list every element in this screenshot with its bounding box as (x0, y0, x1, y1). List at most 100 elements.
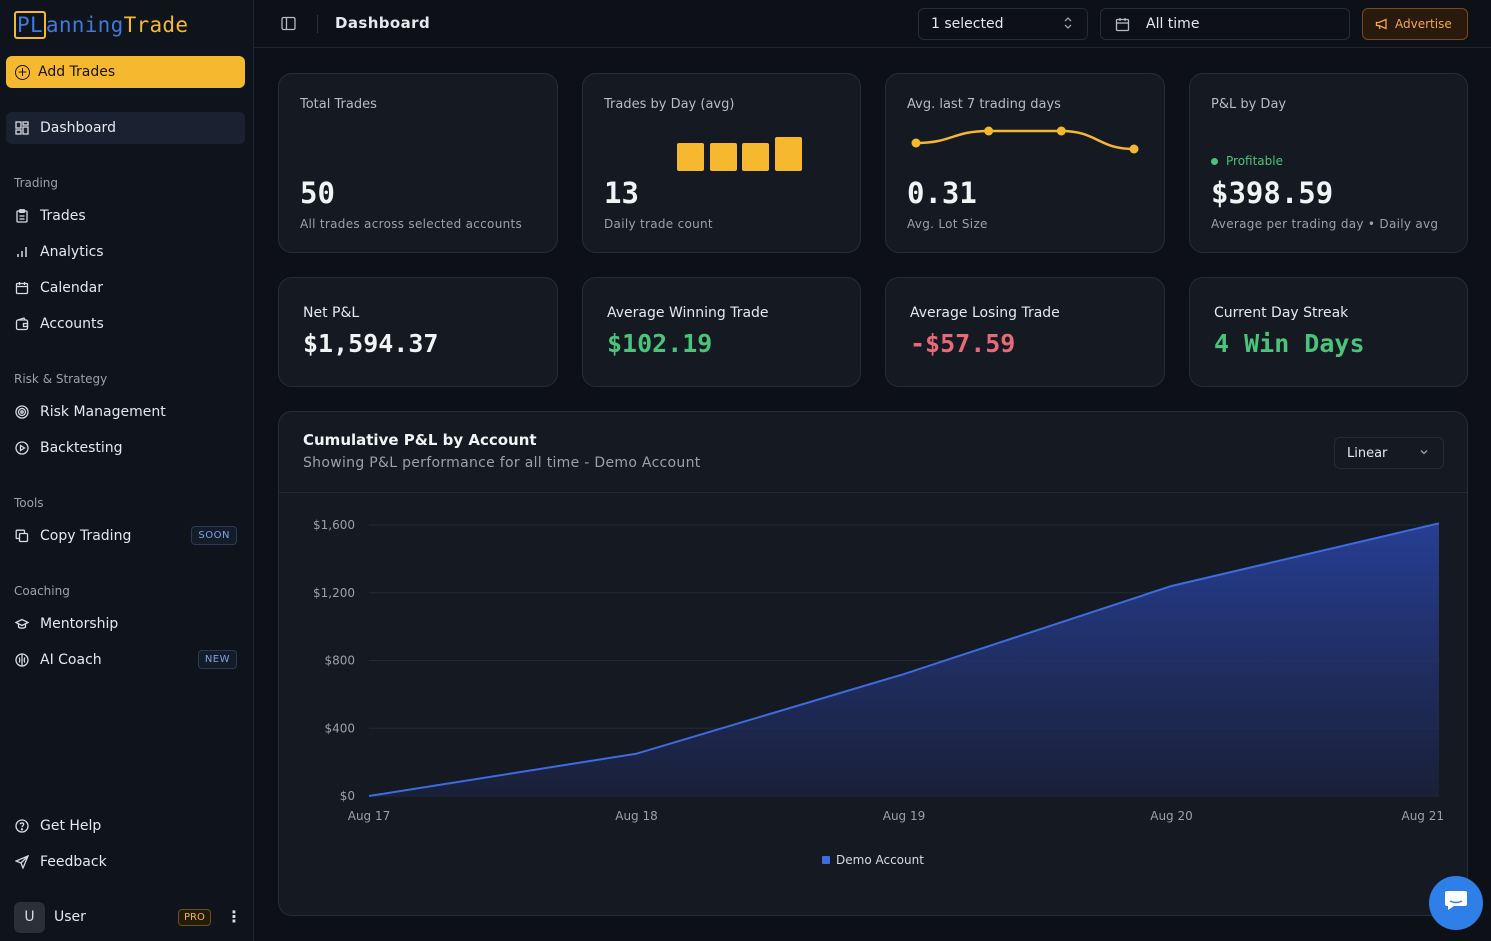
sidebar-item-calendar[interactable]: Calendar (6, 272, 245, 304)
section-label-risk: Risk & Strategy (14, 372, 108, 386)
card-value: $398.59 (1211, 176, 1334, 210)
card-subtitle: Avg. Lot Size (907, 217, 988, 231)
trend-line (915, 129, 1135, 151)
date-range-value: All time (1146, 16, 1200, 32)
dashboard-icon (15, 121, 29, 135)
sidebar-item-dashboard[interactable]: Dashboard (6, 112, 245, 144)
kpi-title: Current Day Streak (1214, 305, 1349, 321)
chart-card-cumulative-pnl: Cumulative P&L by Account Showing P&L pe… (278, 411, 1468, 916)
x-tick-label: Aug 18 (615, 809, 658, 823)
calendar-icon (1115, 17, 1130, 32)
chart-subtitle: Showing P&L performance for all time - D… (303, 455, 701, 471)
megaphone-icon (1375, 17, 1389, 31)
add-trades-label: Add Trades (38, 64, 116, 80)
y-tick-label: $400 (324, 721, 355, 735)
scale-select[interactable]: Linear (1334, 437, 1444, 469)
sidebar-item-ai-coach[interactable]: AI Coach NEW (6, 644, 245, 676)
logo[interactable]: PL anningTrade (14, 8, 188, 42)
series-area (369, 523, 1439, 796)
user-menu[interactable]: U User PRO ⋮ (14, 900, 244, 934)
sidebar-toggle-icon[interactable] (281, 16, 296, 31)
target-icon (15, 405, 29, 419)
send-icon (15, 855, 29, 869)
kpi-card-net-pnl: Net P&L $1,594.37 (278, 277, 558, 387)
account-select-value: 1 selected (931, 16, 1004, 32)
sidebar-item-accounts[interactable]: Accounts (6, 308, 245, 340)
avatar: U (14, 901, 45, 933)
sidebar-item-label: Get Help (40, 818, 102, 834)
card-subtitle: All trades across selected accounts (300, 217, 523, 231)
mini-bar (742, 143, 769, 171)
plus-circle-icon: + (15, 64, 30, 80)
trend-point (1129, 144, 1139, 154)
pro-badge: PRO (178, 909, 211, 926)
status-label: Profitable (1226, 154, 1283, 168)
sidebar-item-label: AI Coach (40, 652, 102, 668)
x-tick-label: Aug 19 (883, 809, 926, 823)
play-circle-icon (15, 441, 29, 455)
mini-bar (774, 137, 802, 171)
legend-swatch (822, 856, 830, 864)
sidebar-item-copy-trading[interactable]: Copy Trading SOON (6, 520, 245, 552)
card-value: 50 (300, 176, 335, 210)
logo-rest: anning (45, 13, 124, 37)
chat-support-button[interactable] (1429, 876, 1483, 930)
kpi-title: Net P&L (303, 305, 360, 321)
series-line (368, 522, 1440, 797)
account-select[interactable]: 1 selected (918, 8, 1088, 40)
sidebar-item-label: Calendar (40, 280, 103, 296)
sidebar-item-label: Accounts (40, 316, 104, 332)
chart-divider (279, 492, 1467, 493)
trend-point (1056, 126, 1066, 136)
sidebar-item-backtesting[interactable]: Backtesting (6, 432, 245, 464)
sidebar-item-label: Trades (40, 208, 86, 224)
brain-icon (15, 653, 29, 667)
status-badge: Profitable (1211, 154, 1283, 168)
card-subtitle: Average per trading day • Daily avg (1211, 217, 1439, 231)
bar-chart-icon (15, 245, 29, 259)
card-title: Trades by Day (avg) (604, 97, 735, 112)
mini-bar (677, 143, 704, 171)
sidebar-item-get-help[interactable]: Get Help (6, 810, 245, 842)
status-dot (1211, 157, 1218, 165)
x-tick-label: Aug 20 (1150, 809, 1193, 823)
sidebar-item-analytics[interactable]: Analytics (6, 236, 245, 268)
sidebar-item-feedback[interactable]: Feedback (6, 846, 245, 878)
y-tick-label: $800 (324, 654, 355, 668)
stat-card-avg-last-7: Avg. last 7 trading days 0.31 Avg. Lot S… (885, 73, 1165, 253)
soon-badge: SOON (191, 526, 237, 545)
kpi-value: $1,594.37 (303, 329, 439, 358)
topbar: Dashboard 1 selected All time Advertise (254, 0, 1491, 48)
chat-icon (1442, 889, 1470, 917)
advertise-label: Advertise (1395, 17, 1452, 31)
y-tick-label: $1,600 (313, 518, 355, 532)
advertise-button[interactable]: Advertise (1362, 8, 1468, 40)
new-badge: NEW (197, 650, 237, 669)
section-label-coaching: Coaching (14, 584, 70, 598)
y-tick-label: $1,200 (313, 586, 355, 600)
card-title: Total Trades (300, 97, 377, 112)
page-title: Dashboard (335, 14, 431, 32)
user-name: User (54, 909, 86, 925)
sidebar-item-mentorship[interactable]: Mentorship (6, 608, 245, 640)
chart-title: Cumulative P&L by Account (303, 431, 537, 449)
sidebar-item-trades[interactable]: Trades (6, 200, 245, 232)
sidebar-item-label: Copy Trading (40, 528, 132, 544)
calendar-icon (15, 281, 29, 295)
logo-pl: PL (14, 11, 46, 39)
more-vertical-icon[interactable]: ⋮ (226, 907, 242, 926)
sidebar-item-label: Risk Management (40, 404, 166, 420)
x-tick-label: Aug 17 (348, 809, 391, 823)
graduation-cap-icon (15, 617, 29, 631)
card-value: 13 (604, 176, 639, 210)
sidebar-item-label: Mentorship (40, 616, 119, 632)
section-label-tools: Tools (14, 496, 44, 510)
stat-card-pnl-by-day: P&L by Day Profitable $398.59 Average pe… (1189, 73, 1468, 253)
sidebar-item-label: Backtesting (40, 440, 123, 456)
sidebar-item-risk-management[interactable]: Risk Management (6, 396, 245, 428)
wallet-icon (15, 317, 29, 331)
date-range-picker[interactable]: All time (1100, 8, 1350, 40)
sidebar-item-label: Dashboard (40, 120, 116, 136)
kpi-title: Average Winning Trade (607, 305, 769, 321)
add-trades-button[interactable]: + Add Trades (6, 56, 245, 88)
